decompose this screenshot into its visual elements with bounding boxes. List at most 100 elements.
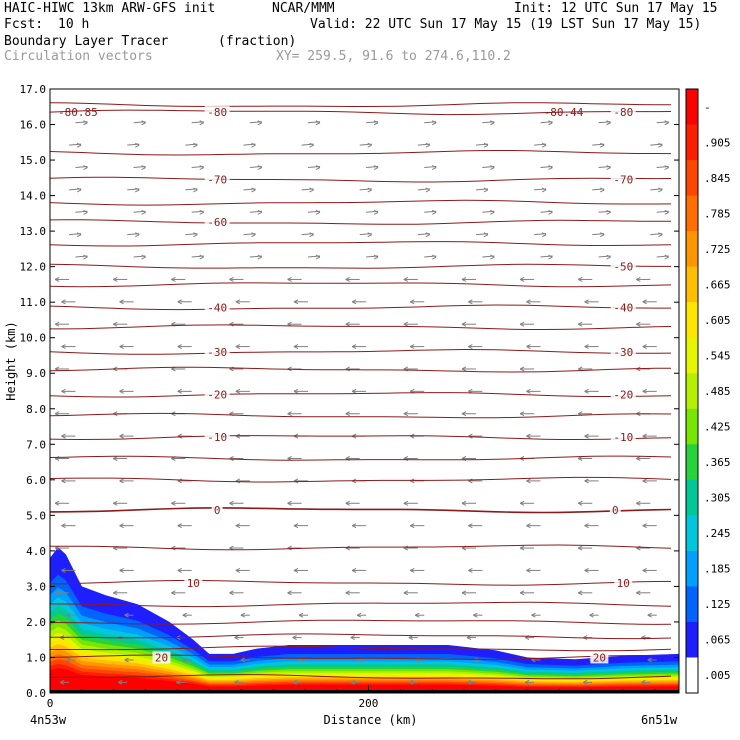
- y-tick-label: 4.0: [26, 545, 46, 558]
- isotherm-label-bg: [590, 651, 609, 664]
- wind-vector-head: [119, 567, 124, 573]
- wind-vector-head: [177, 567, 182, 573]
- wind-vector-head: [526, 388, 531, 394]
- wind-vector-head: [642, 567, 647, 573]
- isotherm-line: [50, 544, 672, 551]
- colorbar-swatch: [686, 621, 698, 658]
- isotherm-line: [50, 645, 672, 652]
- isotherm-label: 20: [155, 651, 168, 664]
- wind-vector-head: [490, 209, 495, 215]
- wind-vector-head: [199, 120, 204, 126]
- wind-vector-head: [582, 679, 588, 685]
- colorbar-label: .485: [704, 385, 731, 398]
- wind-vector-head: [235, 567, 241, 573]
- isotherm-line: [50, 476, 672, 483]
- wind-vector-head: [431, 120, 437, 126]
- colorbar-label: .605: [704, 314, 731, 327]
- wind-vector-head: [526, 433, 531, 439]
- x-axis-label: Distance (km): [324, 713, 418, 727]
- wind-vector-head: [636, 276, 641, 282]
- wind-vector-head: [76, 142, 82, 148]
- isotherm-label: -40: [207, 302, 227, 315]
- x-start-location: 4n53w: [30, 713, 67, 727]
- wind-vector-head: [584, 299, 589, 305]
- extremum-label: -80.44: [544, 106, 584, 119]
- wind-vector-head: [468, 567, 473, 573]
- y-tick-label: 1.0: [26, 651, 46, 664]
- colorbar-swatch: [686, 89, 698, 126]
- wind-vector-head: [490, 254, 495, 260]
- wind-vector-head: [577, 321, 583, 327]
- wind-vector-head: [287, 590, 292, 596]
- colorbar-label: .845: [704, 172, 731, 185]
- wind-vector-head: [293, 388, 299, 394]
- isotherm-label: -20: [613, 389, 633, 402]
- y-tick-label: 3.0: [26, 580, 46, 593]
- wind-vector-head: [642, 478, 647, 484]
- wind-vector-head: [76, 232, 82, 238]
- wind-vector-head: [315, 254, 321, 260]
- wind-vector-head: [373, 120, 379, 126]
- wind-vector-head: [83, 254, 88, 260]
- y-tick-label: 2.0: [26, 616, 46, 629]
- colorbar-frame: [685, 88, 699, 694]
- wind-vector-head: [141, 165, 146, 170]
- wind-vector-head: [409, 299, 415, 305]
- wind-vector-head: [292, 635, 297, 641]
- wind-vector-head: [356, 612, 362, 618]
- wind-vector-head: [584, 478, 589, 484]
- wind-vector-head: [461, 321, 467, 327]
- wind-vector-head: [251, 232, 256, 238]
- isotherm-line: [50, 412, 672, 419]
- wind-vector-head: [124, 612, 129, 618]
- isotherm-label: -70: [613, 174, 633, 187]
- wind-vector-head: [461, 500, 467, 506]
- wind-vector-head: [541, 232, 547, 238]
- wind-vector-head: [251, 187, 256, 193]
- wind-vector-head: [66, 612, 71, 618]
- isotherm-line: [50, 392, 672, 398]
- colorbar-swatch: [686, 515, 698, 552]
- wind-vector-head: [177, 388, 182, 394]
- colorbar-label: -: [704, 101, 711, 114]
- wind-vector-head: [292, 679, 297, 685]
- wind-vector-head: [548, 254, 553, 260]
- isotherm-label-bg: [610, 173, 636, 186]
- wind-vector-head: [468, 299, 473, 305]
- wind-vector-head: [606, 165, 611, 170]
- wind-vector-head: [367, 232, 372, 238]
- wind-vector-head: [606, 254, 611, 260]
- wind-vector-head: [658, 187, 663, 193]
- wind-vector-head: [235, 344, 241, 350]
- wind-vector-head: [182, 657, 187, 663]
- y-tick-label: 17.0: [20, 83, 47, 96]
- wind-vector-head: [113, 456, 118, 461]
- wind-vector-head: [171, 276, 176, 282]
- wind-vector-head: [468, 344, 473, 350]
- wind-vector-head: [548, 165, 553, 170]
- wind-vector-head: [119, 523, 124, 529]
- wind-vector-head: [298, 612, 304, 618]
- colorbar-swatch: [686, 550, 698, 587]
- wind-vector-head: [54, 590, 60, 596]
- org-label: NCAR/MMM: [272, 1, 335, 16]
- isotherm-label: -50: [613, 261, 633, 274]
- wind-vector-head: [351, 344, 357, 350]
- wind-vector-head: [548, 120, 553, 126]
- isotherm-label: -20: [207, 389, 227, 402]
- wind-vector-head: [113, 500, 118, 506]
- wind-vector-head: [351, 388, 357, 394]
- y-tick-label: 10.0: [20, 332, 47, 345]
- wind-vector-head: [124, 657, 129, 663]
- wind-vector-head: [257, 165, 263, 170]
- colorbar-label: .185: [704, 563, 731, 576]
- wind-vector-head: [351, 299, 357, 305]
- wind-vector-head: [54, 500, 60, 506]
- wind-vector-head: [235, 523, 241, 529]
- wind-vector-head: [425, 187, 431, 193]
- wind-vector-head: [287, 276, 292, 282]
- wind-vector-head: [76, 187, 82, 193]
- wind-vector-head: [647, 612, 652, 618]
- isotherm-label-bg: [184, 576, 203, 589]
- isotherm-line: [50, 579, 672, 586]
